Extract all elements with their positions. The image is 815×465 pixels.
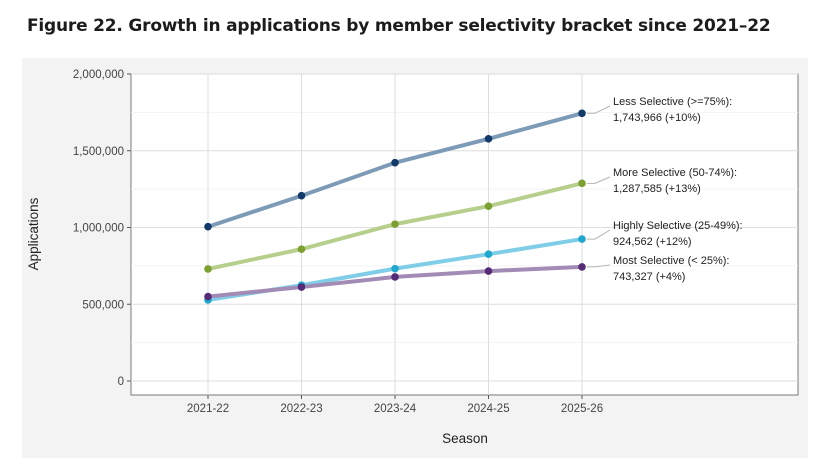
gridlines	[131, 73, 798, 395]
series-label-value: 924,562 (+12%)	[613, 236, 692, 248]
data-point	[391, 273, 399, 281]
label-leader-line	[587, 176, 611, 184]
data-point	[297, 283, 306, 291]
series-label-value: 743,327 (+4%)	[613, 271, 685, 283]
data-point	[204, 265, 212, 273]
data-point	[484, 250, 493, 259]
data-point	[578, 263, 586, 271]
x-tick-label: 2025-26	[561, 403, 603, 415]
data-point	[391, 158, 399, 167]
data-point	[578, 109, 586, 118]
data-point	[484, 134, 493, 143]
label-leader-line	[587, 229, 611, 240]
x-tick-label: 2023-24	[374, 403, 417, 415]
data-point	[578, 235, 586, 243]
x-axis-title: Season	[442, 431, 488, 446]
axes: 0 500,000 1,000,000 1,500,000 2,000,000 2021-…	[73, 69, 603, 415]
x-tick-label: 2021-22	[187, 403, 229, 415]
data-point	[297, 245, 306, 253]
label-leader-line	[587, 105, 611, 114]
figure-title: Figure 22. Growth in applications by mem…	[27, 16, 771, 36]
x-tick-label: 2024-25	[467, 403, 509, 415]
y-tick-label: 500,000	[82, 299, 124, 311]
data-point	[204, 292, 212, 301]
data-point	[578, 179, 586, 188]
series-label-name: Less Selective (>=75%):	[613, 96, 732, 108]
plot-area	[130, 73, 799, 396]
y-tick-label: 0	[118, 376, 124, 388]
chart-panel: Less Selective (>=75%): 1,743,966 (+10%) M…	[22, 58, 808, 458]
line-chart: Less Selective (>=75%): 1,743,966 (+10%) M…	[26, 69, 799, 446]
series-label-name: Highly Selective (25-49%):	[613, 220, 743, 232]
y-axis-title: Applications	[26, 197, 41, 270]
y-tick-label: 1,500,000	[73, 146, 124, 158]
y-tick-label: 1,000,000	[73, 223, 124, 235]
series-label-value: 1,287,585 (+13%)	[613, 183, 701, 195]
data-point	[484, 267, 493, 275]
data-point	[204, 222, 212, 231]
x-tick-label: 2022-23	[280, 403, 322, 415]
y-tick-label: 2,000,000	[73, 69, 124, 81]
data-point	[391, 264, 399, 273]
series-label-value: 1,743,966 (+10%)	[613, 112, 701, 124]
series-labels: Less Selective (>=75%): 1,743,966 (+10%) M…	[587, 96, 743, 283]
data-point	[484, 202, 493, 210]
label-leader-line	[587, 264, 611, 268]
series-points	[204, 109, 586, 304]
data-point	[297, 191, 306, 200]
series-label-name: Most Selective (< 25%):	[613, 255, 729, 267]
series-label-name: More Selective (50-74%):	[613, 167, 737, 179]
data-point	[391, 220, 399, 228]
